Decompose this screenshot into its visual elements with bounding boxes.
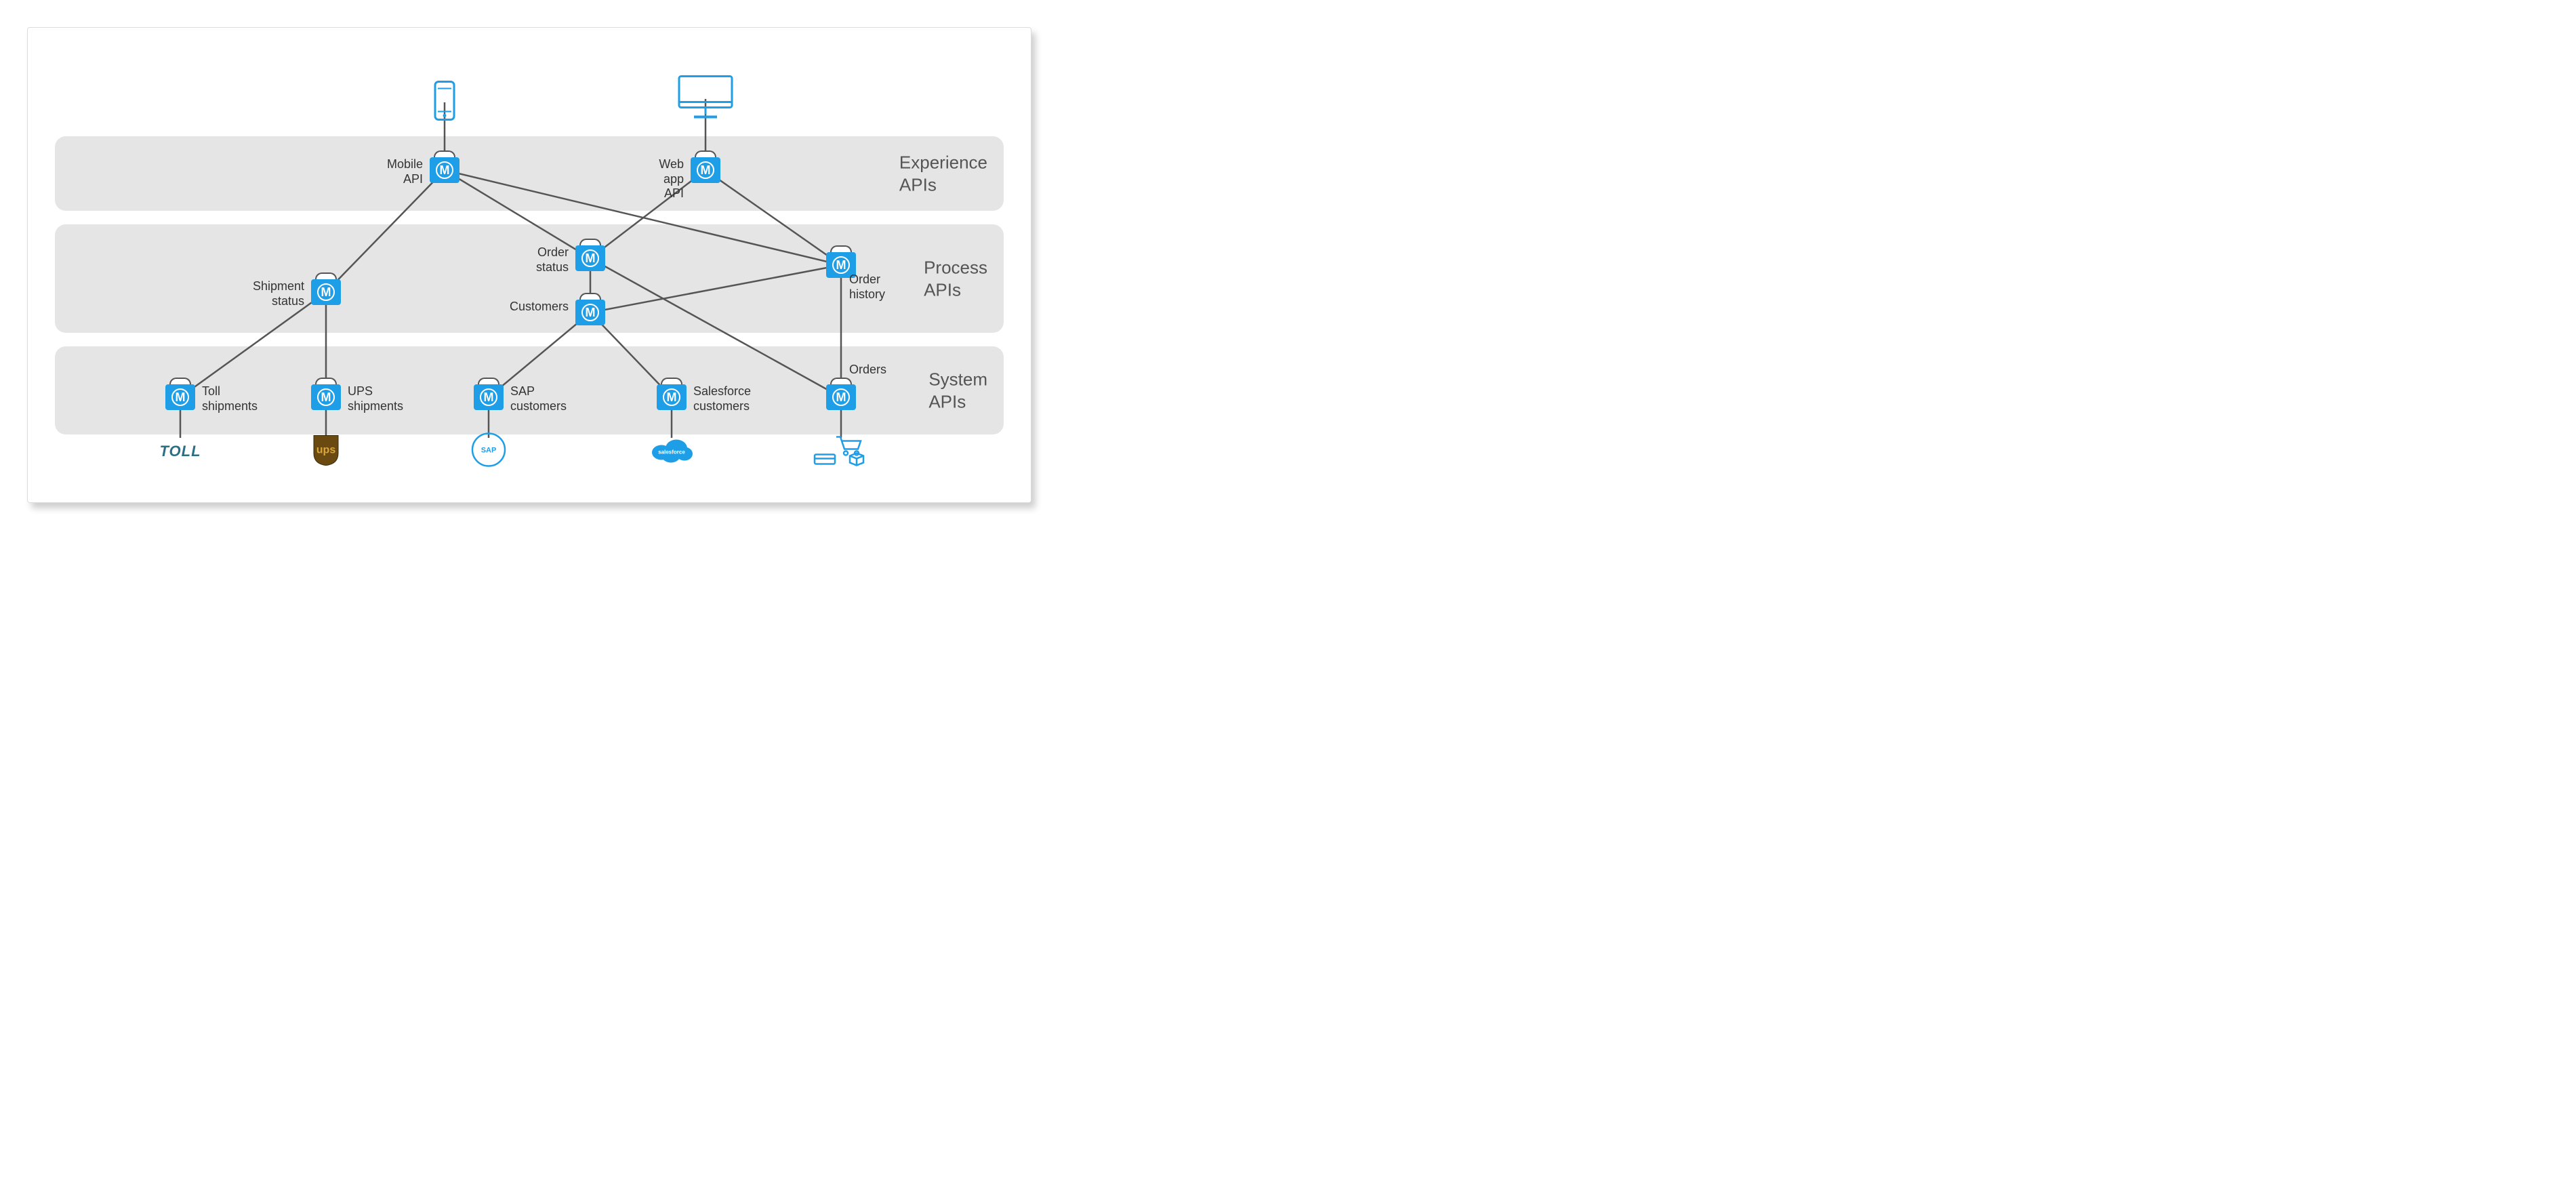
node-mobile-api: MMobile API	[430, 157, 459, 183]
node-label: Toll shipments	[202, 384, 258, 413]
node-label: Shipment status	[253, 279, 304, 308]
node-label: UPS shipments	[348, 384, 403, 413]
node-label: Salesforce customers	[693, 384, 751, 413]
shop-icon	[811, 433, 872, 470]
node-label: Web app API	[659, 157, 684, 201]
mule-icon: M	[657, 384, 687, 410]
node-toll: MToll shipments	[165, 384, 195, 410]
ups-logo: ups	[311, 433, 341, 470]
node-webapp-api: MWeb app API	[691, 157, 720, 183]
layer-experience: Experience APIs	[55, 136, 1004, 211]
node-orders: MOrders	[826, 384, 856, 410]
node-label: SAP customers	[510, 384, 567, 413]
node-label: Orders	[849, 363, 886, 378]
node-order-status: MOrder status	[575, 245, 605, 271]
layer-label-process: Process APIs	[924, 257, 987, 301]
salesforce-logo: salesforce	[648, 435, 695, 468]
node-label: Order history	[849, 272, 885, 302]
node-sap: MSAP customers	[474, 384, 504, 410]
mule-icon: M	[691, 157, 720, 183]
monitor-icon	[675, 74, 736, 125]
phone-icon	[432, 81, 457, 125]
mule-icon: M	[430, 157, 459, 183]
mule-icon: M	[575, 245, 605, 271]
svg-text:SAP: SAP	[481, 447, 497, 455]
mule-icon: M	[311, 384, 341, 410]
mule-icon: M	[165, 384, 195, 410]
mule-icon: M	[826, 384, 856, 410]
node-label: Mobile API	[387, 157, 423, 186]
mule-icon: M	[311, 279, 341, 305]
node-sfdc: MSalesforce customers	[657, 384, 687, 410]
layer-label-system: System APIs	[928, 369, 987, 413]
node-customers: MCustomers	[575, 300, 605, 325]
mule-icon: M	[474, 384, 504, 410]
layer-label-experience: Experience APIs	[899, 152, 987, 196]
node-order-history: MOrder history	[826, 252, 856, 278]
node-shipment: MShipment status	[311, 279, 341, 305]
api-led-diagram: Experience APIs Process APIs System APIs…	[27, 27, 1031, 503]
svg-text:ups: ups	[316, 445, 336, 456]
node-ups: MUPS shipments	[311, 384, 341, 410]
toll-logo: TOLL	[159, 443, 201, 460]
svg-text:salesforce: salesforce	[658, 449, 685, 455]
node-label: Customers	[510, 300, 569, 315]
sap-logo: SAP	[470, 432, 507, 472]
mule-icon: M	[575, 300, 605, 325]
node-label: Order status	[536, 245, 569, 275]
